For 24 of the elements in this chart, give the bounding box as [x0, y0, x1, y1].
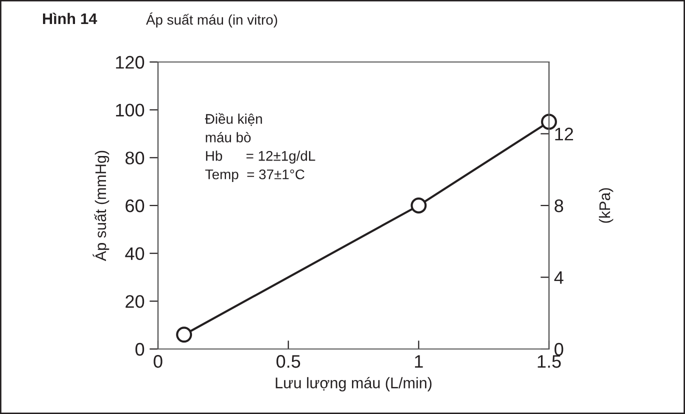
- y-tick-label: 120: [116, 56, 144, 69]
- point: [410, 198, 427, 214]
- y-tick-label: 40: [125, 247, 144, 260]
- y2-tick-label: 12: [555, 128, 574, 140]
- chart-title: Hình 14: [43, 12, 98, 24]
- y-tick-label: 20: [126, 295, 144, 308]
- annotation: Điều kiện máu bò Hb = 12±1g/dL Temp = 37±1°C: [205, 113, 316, 182]
- x-axis-title: Lưu lượng máu (L/min): [276, 376, 432, 392]
- y-axis-title: Áp suất (mmHg): [92, 150, 110, 262]
- x-tick-label: 1.5: [538, 355, 561, 368]
- y-tick-label: 0: [135, 342, 144, 356]
- y-tick-label: 80: [126, 152, 144, 164]
- x-tick-label: 0.5: [276, 355, 300, 368]
- y2-tick-label: 8: [554, 199, 564, 212]
- point: [541, 114, 557, 130]
- y2-tick-label: 4: [554, 271, 564, 284]
- point: [176, 326, 192, 343]
- y2-axis-title: (kPa): [598, 188, 614, 223]
- y2-tick-label: 0: [554, 342, 564, 356]
- x-tick-label: 1: [415, 355, 423, 368]
- y-tick-label: 100: [116, 104, 144, 117]
- x-tick-label: 0: [154, 355, 162, 368]
- chart-subtitle: Áp suất máu (in vitro): [146, 12, 278, 28]
- y-tick-label: 60: [126, 199, 144, 212]
